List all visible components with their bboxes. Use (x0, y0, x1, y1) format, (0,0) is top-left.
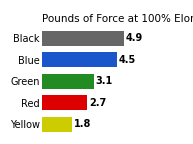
Bar (42, 117, 72, 132)
Bar (42, 95, 87, 110)
Text: 4.9: 4.9 (126, 33, 143, 43)
Bar (42, 52, 117, 67)
Bar (42, 31, 124, 46)
Text: 1.8: 1.8 (74, 119, 91, 129)
Text: 2.7: 2.7 (89, 98, 106, 108)
Text: Pounds of Force at 100% Elongation: Pounds of Force at 100% Elongation (42, 14, 193, 24)
Text: 4.5: 4.5 (119, 55, 136, 65)
Text: 3.1: 3.1 (96, 76, 113, 86)
Bar (42, 74, 94, 89)
